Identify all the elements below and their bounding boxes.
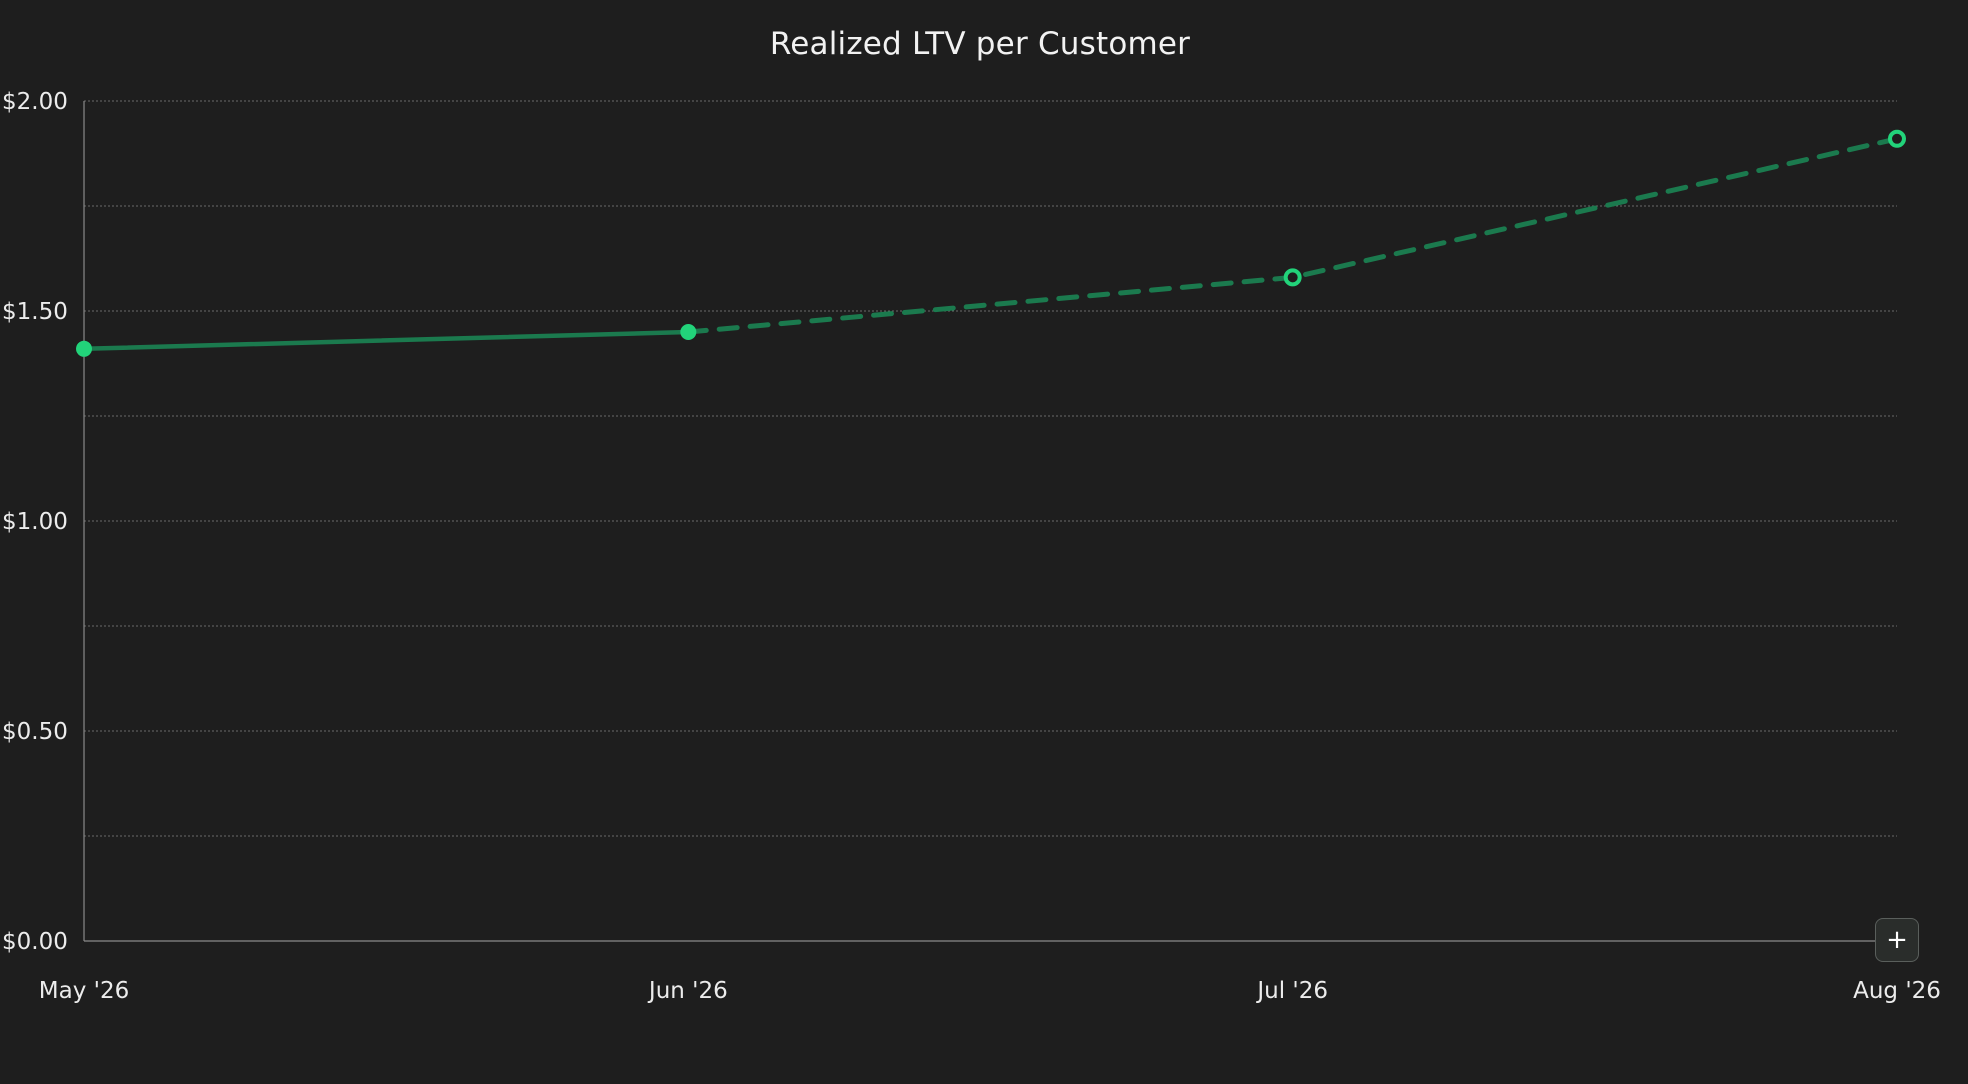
y-tick-label: $2.00 [2,89,68,115]
series-lines [81,136,1900,352]
x-tick-label: Jul '26 [1255,978,1328,1004]
x-tick-label: Jun '26 [647,978,728,1004]
projected-point [1888,129,1906,148]
projected-line [685,136,1900,335]
y-tick-label: $1.50 [2,299,68,325]
x-tick-label: Aug '26 [1853,978,1941,1004]
projected-point [1283,268,1302,287]
x-tick-label: May '26 [39,978,129,1004]
grid-lines [84,100,1897,837]
chart-title: Realized LTV per Customer [769,26,1191,62]
x-tick-labels: May '26 Jun '26 Jul '26 Aug '26 [39,978,1941,1004]
add-button[interactable]: + [1875,918,1919,962]
actual-line [81,329,691,352]
y-tick-labels: $0.00 $0.50 $1.00 $1.50 $2.00 [2,89,68,955]
data-points [76,129,1906,357]
actual-point [76,340,92,357]
y-tick-label: $0.50 [2,719,68,745]
axes [83,101,1897,942]
actual-point [680,324,697,340]
y-tick-label: $0.00 [2,929,68,955]
y-tick-label: $1.00 [2,509,68,535]
